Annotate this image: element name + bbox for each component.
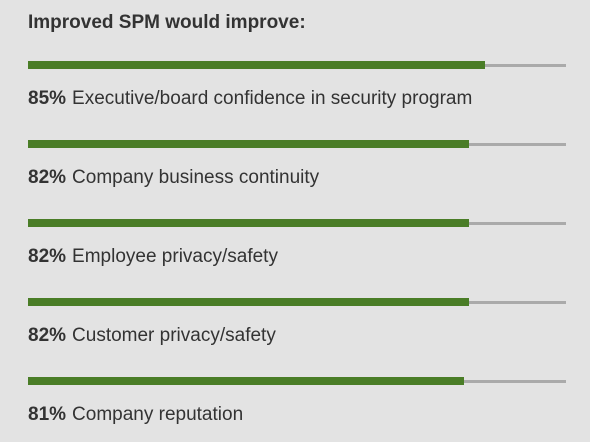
data-label: 85% [28,88,67,109]
category-label: Company business continuity [72,167,320,188]
category-label: Company reputation [72,404,244,425]
data-label: 82% [28,167,67,188]
category-label: Customer privacy/safety [72,325,276,346]
bar-track [28,377,566,385]
bar-track [28,61,566,69]
data-label: 82% [28,325,67,346]
bar [28,298,469,306]
bar [28,61,485,69]
bar-track [28,140,566,148]
bar [28,219,469,227]
category-label: Executive/board confidence in security p… [72,88,473,109]
data-label: 81% [28,404,67,425]
bar-row: 82% Employee privacy/safety [28,219,566,282]
chart-title: Improved SPM would improve: [28,12,306,33]
bar-label: 82% Customer privacy/safety [28,325,276,347]
bar-label: 85% Executive/board confidence in securit… [28,88,472,110]
bar-label: 82% Employee privacy/safety [28,246,278,268]
bar-label: 82% Company business continuity [28,167,319,189]
bar-row: 82% Company business continuity [28,140,566,203]
bar-row: 85% Executive/board confidence in securit… [28,61,566,124]
bar-label: 81% Company reputation [28,404,243,426]
bar [28,140,469,148]
bar-row: 81% Company reputation [28,377,566,440]
category-label: Employee privacy/safety [72,246,278,267]
bar-track [28,298,566,306]
bar [28,377,464,385]
data-label: 82% [28,246,67,267]
bar-row: 82% Customer privacy/safety [28,298,566,361]
bar-track [28,219,566,227]
